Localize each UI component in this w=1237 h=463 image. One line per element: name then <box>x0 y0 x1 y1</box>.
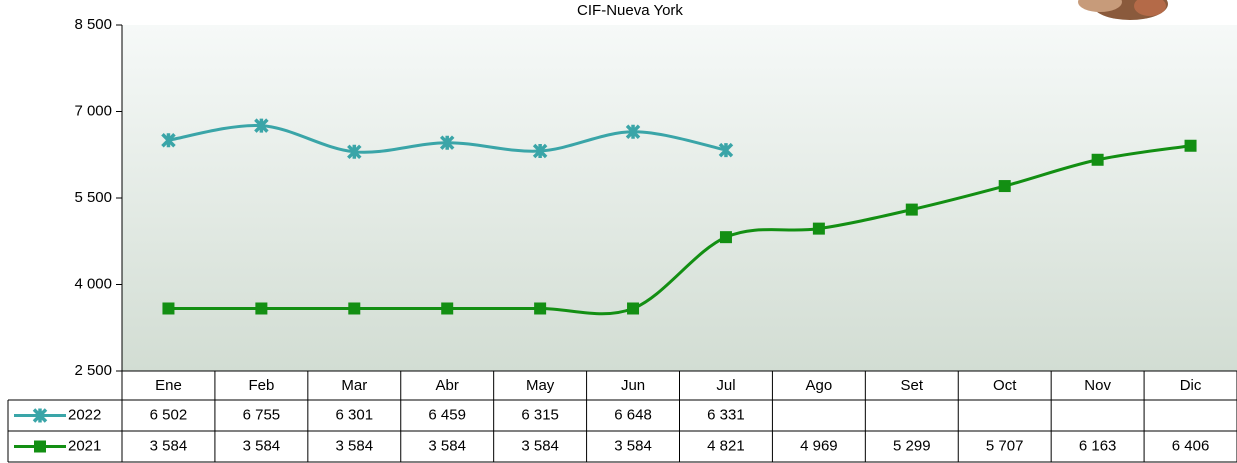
marker <box>1091 153 1104 166</box>
table-value: 6 648 <box>614 406 652 423</box>
y-tick-label: 2 500 <box>74 362 112 379</box>
marker <box>162 302 175 315</box>
x-tick-label: Dic <box>1180 377 1202 394</box>
table-value: 3 584 <box>428 437 466 454</box>
x-tick-label: Nov <box>1084 377 1111 394</box>
x-tick-label: Oct <box>993 377 1017 394</box>
marker <box>625 124 641 140</box>
marker <box>439 135 455 150</box>
table-value: 6 331 <box>707 406 745 423</box>
table-value: 6 502 <box>150 406 188 423</box>
table-value: 5 707 <box>986 437 1024 454</box>
x-tick-label: Ene <box>155 377 182 394</box>
marker <box>627 302 640 315</box>
decorative-image <box>1078 0 1168 20</box>
marker <box>812 222 825 235</box>
legend-label: 2021 <box>68 437 101 454</box>
plot-area <box>122 25 1237 371</box>
marker <box>441 302 454 315</box>
x-tick-label: Set <box>901 377 924 394</box>
series-line <box>168 144 1191 316</box>
table-value: 3 584 <box>150 437 188 454</box>
x-tick-label: Ago <box>806 377 833 394</box>
table-value: 4 969 <box>800 437 838 454</box>
x-tick-label: May <box>526 377 555 394</box>
x-tick-label: Jun <box>621 377 645 394</box>
marker <box>905 203 918 216</box>
x-tick-label: Feb <box>248 377 274 394</box>
table-value: 6 315 <box>521 406 559 423</box>
y-tick-label: 5 500 <box>74 189 112 206</box>
table-value: 6 755 <box>243 406 281 423</box>
marker <box>254 118 269 133</box>
marker <box>532 143 548 159</box>
x-tick-label: Mar <box>341 377 367 394</box>
marker <box>161 132 176 148</box>
marker <box>719 231 732 244</box>
y-tick-label: 8 500 <box>74 16 112 33</box>
table-value: 4 821 <box>707 437 745 454</box>
legend-marker <box>32 408 48 423</box>
x-tick-label: Jul <box>716 377 735 394</box>
table-value: 3 584 <box>614 437 652 454</box>
marker <box>534 302 547 315</box>
table-value: 3 584 <box>243 437 281 454</box>
chart-title: CIF-Nueva York <box>577 2 683 19</box>
marker <box>255 302 268 315</box>
marker <box>348 302 361 315</box>
table-value: 6 459 <box>428 406 466 423</box>
legend-label: 2022 <box>68 406 101 423</box>
legend-marker <box>34 440 46 453</box>
table-value: 6 163 <box>1079 437 1117 454</box>
x-tick-label: Abr <box>436 377 459 394</box>
table-value: 6 406 <box>1172 437 1210 454</box>
marker <box>718 142 734 158</box>
marker <box>1184 139 1197 152</box>
y-tick-label: 7 000 <box>74 102 112 119</box>
table-value: 3 584 <box>521 437 559 454</box>
marker <box>998 180 1011 193</box>
y-tick-label: 4 000 <box>74 275 112 292</box>
table-value: 3 584 <box>336 437 374 454</box>
table-value: 6 301 <box>336 406 374 423</box>
table-value: 5 299 <box>893 437 931 454</box>
marker <box>347 144 362 160</box>
